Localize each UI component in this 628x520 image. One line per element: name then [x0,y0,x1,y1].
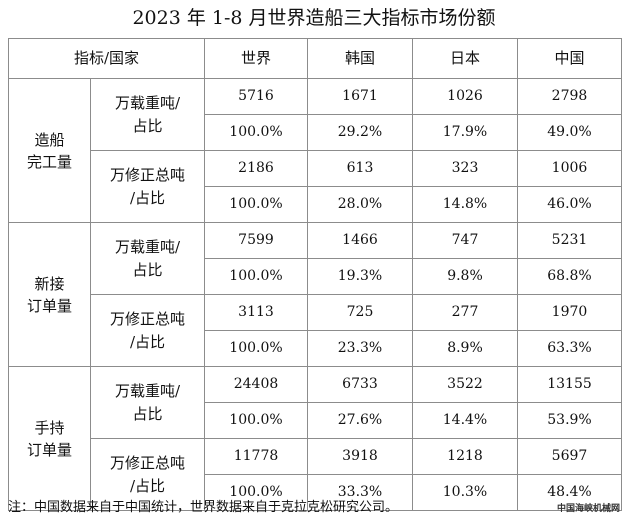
group-label-line: 新接 [34,274,65,293]
metric-label: 万载重吨/占比 [90,222,205,295]
group-label: 造船 完工量 [8,78,91,223]
table-row: 100.0% 29.2% 17.9% 49.0% [9,114,622,151]
value-cell-china: 1970 [517,294,622,331]
metric-label-line: 万修正总吨 [109,165,185,184]
header-row: 指标/国家 世界 韩国 日本 中国 [8,38,622,79]
share-cell-japan: 9.8% [412,258,518,295]
metric-label-line: 万载重吨/ [114,93,181,112]
share-cell-japan: 10.3% [412,474,518,511]
metric-label-line: 占比 [132,260,163,279]
group-label-line: 造船 [34,130,65,149]
share-cell-korea: 19.3% [307,258,413,295]
table-row: 100.0% 27.6% 14.4% 53.9% [9,402,622,439]
share-cell-world: 100.0% [204,402,308,439]
value-cell-world: 24408 [204,366,308,403]
share-cell-korea: 27.6% [307,402,413,439]
table-row: 万修正总吨/占比 11778 3918 1218 5697 [9,438,622,511]
value-cell-japan: 1026 [412,78,518,115]
share-cell-china: 53.9% [517,402,622,439]
table-row: 万修正总吨/占比 3113 725 277 1970 [9,294,622,367]
metric-label: 万修正总吨/占比 [90,294,205,367]
metric-label-line: /占比 [129,188,166,207]
metric-label-line: 万载重吨/ [114,237,181,256]
group-label-line: 手持 [34,418,65,437]
group-label: 新接 订单量 [8,222,91,367]
value-cell-china: 5231 [517,222,622,259]
value-cell-world: 2186 [204,150,308,187]
share-cell-korea: 23.3% [307,330,413,367]
table-row: 手持 订单量 万载重吨/占比 24408 6733 3522 13155 [8,366,622,511]
value-cell-japan: 323 [412,150,518,187]
share-cell-korea: 28.0% [307,186,413,223]
value-cell-japan: 277 [412,294,518,331]
metric-label-line: 占比 [132,116,163,135]
value-cell-japan: 1218 [412,438,518,475]
share-cell-china: 49.0% [517,114,622,151]
group-label-line: 订单量 [26,440,72,459]
value-cell-china: 1006 [517,150,622,187]
value-cell-china: 5697 [517,438,622,475]
value-cell-japan: 3522 [412,366,518,403]
metric-label: 万修正总吨/占比 [90,438,205,511]
share-cell-korea: 29.2% [307,114,413,151]
value-cell-korea: 613 [307,150,413,187]
value-cell-korea: 3918 [307,438,413,475]
share-cell-korea: 33.3% [307,474,413,511]
table-row: 100.0% 28.0% 14.8% 46.0% [9,186,622,223]
value-cell-world: 3113 [204,294,308,331]
value-cell-world: 7599 [204,222,308,259]
group-label-line: 订单量 [26,296,72,315]
header-japan: 日本 [412,38,518,79]
share-cell-china: 63.3% [517,330,622,367]
source-watermark: 中国海峡机械网 [556,504,620,514]
share-cell-japan: 14.4% [412,402,518,439]
metric-label-line: 万修正总吨 [109,453,185,472]
share-cell-japan: 14.8% [412,186,518,223]
share-cell-china: 46.0% [517,186,622,223]
shipbuilding-share-table: 指标/国家 世界 韩国 日本 中国 造船 完工量 万载重吨/占比 5716 1671 10… [8,38,622,511]
header-korea: 韩国 [307,38,413,79]
metric-label: 万载重吨/占比 [90,78,205,151]
value-cell-korea: 1466 [307,222,413,259]
share-cell-japan: 17.9% [412,114,518,151]
value-cell-world: 5716 [204,78,308,115]
metric-label-line: 万载重吨/ [114,381,181,400]
value-cell-china: 2798 [517,78,622,115]
share-cell-world: 100.0% [204,330,308,367]
header-world: 世界 [204,38,308,79]
header-china: 中国 [517,38,622,79]
table-row: 万修正总吨/占比 2186 613 323 1006 [9,150,622,223]
value-cell-korea: 725 [307,294,413,331]
header-indicator-country: 指标/国家 [8,38,205,79]
share-cell-china: 68.8% [517,258,622,295]
metric-label-line: 占比 [132,404,163,423]
table-row: 100.0% 33.3% 10.3% 48.4% [9,474,622,511]
value-cell-japan: 747 [412,222,518,259]
share-cell-world: 100.0% [204,258,308,295]
value-cell-china: 13155 [517,366,622,403]
metric-label-line: /占比 [129,332,166,351]
footnote: 注：中国数据来自于中国统计，世界数据来自于克拉克松研究公司。 [8,500,399,515]
share-cell-world: 100.0% [204,474,308,511]
table-row: 100.0% 19.3% 9.8% 68.8% [9,258,622,295]
value-cell-korea: 6733 [307,366,413,403]
table-row: 新接 订单量 万载重吨/占比 7599 1466 747 5231 [8,222,622,367]
metric-label: 万修正总吨/占比 [90,150,205,223]
table-title: 2023 年 1-8 月世界造船三大指标市场份额 [132,7,496,29]
metric-label: 万载重吨/占比 [90,366,205,439]
share-cell-china: 48.4% [517,474,622,511]
share-cell-japan: 8.9% [412,330,518,367]
metric-label-line: 万修正总吨 [109,309,185,328]
table-row: 100.0% 23.3% 8.9% 63.3% [9,330,622,367]
value-cell-korea: 1671 [307,78,413,115]
table-row: 造船 完工量 万载重吨/占比 5716 1671 1026 2798 [8,78,622,223]
share-cell-world: 100.0% [204,186,308,223]
share-cell-world: 100.0% [204,114,308,151]
group-label-line: 完工量 [26,152,72,171]
group-label: 手持 订单量 [8,366,91,511]
metric-label-line: /占比 [129,476,166,495]
value-cell-world: 11778 [204,438,308,475]
